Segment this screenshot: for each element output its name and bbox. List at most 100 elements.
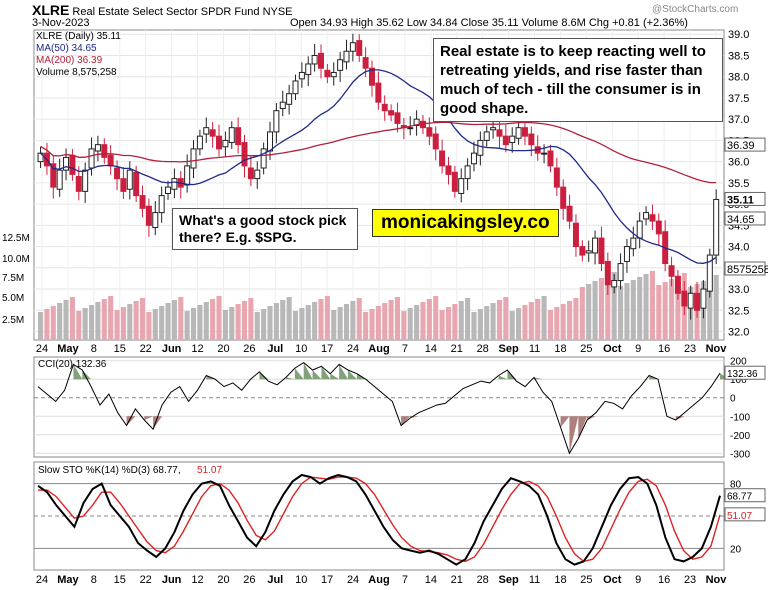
x-tick-label-bottom: 7 [402, 574, 408, 586]
candle-body [50, 163, 57, 188]
candle-body [56, 169, 63, 190]
x-tick-label-bottom: 26 [243, 574, 255, 586]
x-tick-label: 9 [635, 343, 641, 355]
candle-body [490, 127, 497, 131]
volume-bar [318, 299, 324, 340]
volume-bar [159, 306, 165, 340]
volume-tick-label: 5.0M [2, 293, 24, 304]
candle-body [713, 198, 720, 256]
volume-bar [394, 297, 401, 340]
legend-ma200: MA(200) 36.39 [36, 55, 103, 66]
candle-body [228, 127, 235, 144]
volume-bar [165, 303, 171, 340]
x-tick-label: 15 [114, 343, 126, 355]
candle-body [292, 80, 299, 95]
volume-bar [382, 303, 388, 340]
cci-last-box [724, 365, 766, 380]
candle-body [196, 135, 203, 150]
volume-bar [286, 297, 292, 340]
volume-bar [305, 305, 311, 340]
x-tick-label-bottom: Oct [603, 574, 622, 586]
volume-bar [586, 284, 592, 340]
volume-bar [331, 310, 337, 340]
price-tick-label: 32.5 [728, 305, 749, 317]
candle-body [611, 280, 618, 288]
x-tick-label: 11 [529, 343, 540, 355]
candle-body [674, 275, 681, 294]
x-tick-label-bottom: 8 [91, 574, 97, 586]
annotation-top: Real estate is to keep reacting well to … [433, 38, 723, 122]
x-tick-label: 24 [347, 343, 359, 355]
candle-body [541, 152, 548, 155]
volume-bar [273, 303, 279, 340]
candle-body [305, 63, 312, 76]
volume-bar [522, 305, 528, 340]
candle-body [273, 110, 280, 133]
sto-tick-label: 80 [730, 480, 742, 491]
x-tick-label-bottom: 22 [140, 574, 152, 586]
candle-body [553, 167, 560, 188]
volume-bar [88, 305, 95, 340]
volume-bar [471, 312, 477, 340]
x-tick-label: 8 [91, 343, 97, 355]
watermark: @StockCharts.com [652, 4, 739, 15]
volume-bar [292, 311, 299, 340]
cci-overbought-fill [73, 362, 729, 380]
price-tick-label: 33.0 [728, 284, 749, 296]
candle-body [700, 288, 707, 309]
price-tick-label: 35.5 [728, 178, 749, 190]
price-tick-label: 37.5 [728, 93, 749, 105]
legend-ma50: MA(50) 34.65 [36, 43, 97, 54]
x-tick-label-bottom: 24 [36, 574, 48, 586]
cci-tick-label: -300 [730, 449, 750, 460]
candle-body [152, 212, 159, 228]
x-tick-label: May [57, 343, 79, 355]
x-tick-label: Sep [499, 343, 519, 355]
x-tick-label-bottom: May [57, 574, 79, 586]
cci-tick-label: 0 [730, 394, 736, 405]
candle-body [592, 237, 599, 254]
ma50-value-label-box [724, 211, 766, 226]
volume-bar [656, 285, 662, 340]
volume-bar [516, 308, 522, 340]
candle-body [451, 171, 458, 192]
volume-bar [541, 296, 547, 340]
x-tick-label: 16 [658, 343, 670, 355]
x-tick-label-bottom: 20 [217, 574, 229, 586]
volume-bar [248, 298, 254, 340]
sto-d-last-label: 51.07 [727, 511, 752, 522]
volume-bar [445, 307, 452, 340]
volume-bar [414, 305, 420, 340]
chart-date: 3-Nov-2023 [32, 17, 90, 29]
volume-bar [50, 306, 56, 340]
volume-bar [560, 304, 566, 340]
sto-k-last-label: 68.77 [727, 492, 752, 503]
x-tick-label: 24 [36, 343, 48, 355]
volume-bar [146, 312, 152, 340]
candle-body [617, 263, 624, 282]
candle-body [636, 220, 643, 239]
candle-body [165, 186, 172, 194]
candle-body [630, 237, 637, 250]
cci-oversold-fill [126, 416, 685, 454]
x-tick-label-bottom: Nov [706, 574, 728, 586]
x-tick-label: 12 [191, 343, 203, 355]
candle-body [107, 154, 114, 167]
volume-bar [554, 307, 560, 340]
price-tick-label: 37.0 [728, 114, 749, 126]
price-tick-label: 36.0 [728, 157, 749, 169]
x-tick-label-bottom: Sep [499, 574, 519, 586]
x-tick-label: Jul [267, 343, 283, 355]
x-tick-label: Nov [706, 343, 728, 355]
candle-body [585, 250, 592, 254]
volume-bar [484, 306, 490, 340]
candle-body [706, 254, 713, 292]
candle-body [687, 292, 694, 309]
sto-d-last-box [724, 507, 766, 522]
volume-bar [662, 282, 668, 340]
x-tick-label-bottom: Jun [162, 574, 182, 586]
candle-body [598, 237, 605, 265]
volume-bar [637, 277, 643, 340]
ma50-line [40, 69, 717, 264]
sto-k-last-box [724, 488, 766, 503]
